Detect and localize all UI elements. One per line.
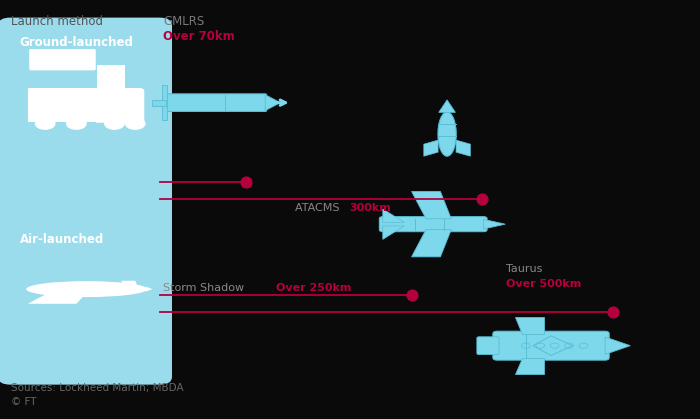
- Polygon shape: [383, 209, 405, 222]
- Polygon shape: [146, 287, 153, 292]
- Polygon shape: [439, 100, 456, 112]
- Polygon shape: [456, 140, 470, 156]
- FancyBboxPatch shape: [379, 217, 487, 232]
- Text: Storm Shadow: Storm Shadow: [163, 283, 248, 293]
- Point: [476, 196, 487, 202]
- Point: [241, 179, 252, 186]
- FancyBboxPatch shape: [95, 89, 144, 123]
- Polygon shape: [424, 140, 438, 156]
- Polygon shape: [121, 281, 139, 289]
- Text: ATACMS: ATACMS: [295, 203, 342, 213]
- FancyBboxPatch shape: [493, 331, 609, 360]
- Bar: [162, 85, 167, 120]
- Circle shape: [104, 117, 125, 130]
- Polygon shape: [412, 191, 452, 219]
- FancyBboxPatch shape: [0, 18, 172, 385]
- Text: Ground-launched: Ground-launched: [20, 36, 134, 49]
- Circle shape: [125, 117, 146, 130]
- Polygon shape: [515, 317, 544, 334]
- Point: [407, 292, 418, 299]
- Ellipse shape: [438, 112, 456, 156]
- Text: GMLRS: GMLRS: [163, 15, 204, 28]
- Bar: [152, 100, 166, 106]
- Text: Air-launched: Air-launched: [20, 233, 104, 246]
- Ellipse shape: [26, 281, 148, 297]
- Polygon shape: [515, 358, 544, 374]
- Circle shape: [35, 117, 55, 130]
- Polygon shape: [412, 230, 452, 257]
- Polygon shape: [484, 220, 505, 229]
- Polygon shape: [605, 337, 630, 354]
- FancyBboxPatch shape: [163, 94, 267, 111]
- Text: Sources: Lockheed Martin; MBDA
© FT: Sources: Lockheed Martin; MBDA © FT: [10, 383, 183, 407]
- Text: 300km: 300km: [349, 203, 391, 213]
- Point: [608, 309, 619, 316]
- Text: Over 70km: Over 70km: [163, 30, 235, 43]
- Polygon shape: [28, 289, 90, 304]
- Polygon shape: [265, 95, 281, 111]
- Polygon shape: [28, 65, 142, 122]
- Text: Over 500km: Over 500km: [506, 279, 581, 289]
- Circle shape: [66, 117, 87, 130]
- Text: Over 250km: Over 250km: [276, 283, 351, 293]
- FancyBboxPatch shape: [477, 337, 499, 354]
- Text: Launch method: Launch method: [10, 15, 102, 28]
- FancyBboxPatch shape: [29, 49, 96, 70]
- Polygon shape: [383, 226, 405, 239]
- Text: Taurus: Taurus: [506, 264, 542, 274]
